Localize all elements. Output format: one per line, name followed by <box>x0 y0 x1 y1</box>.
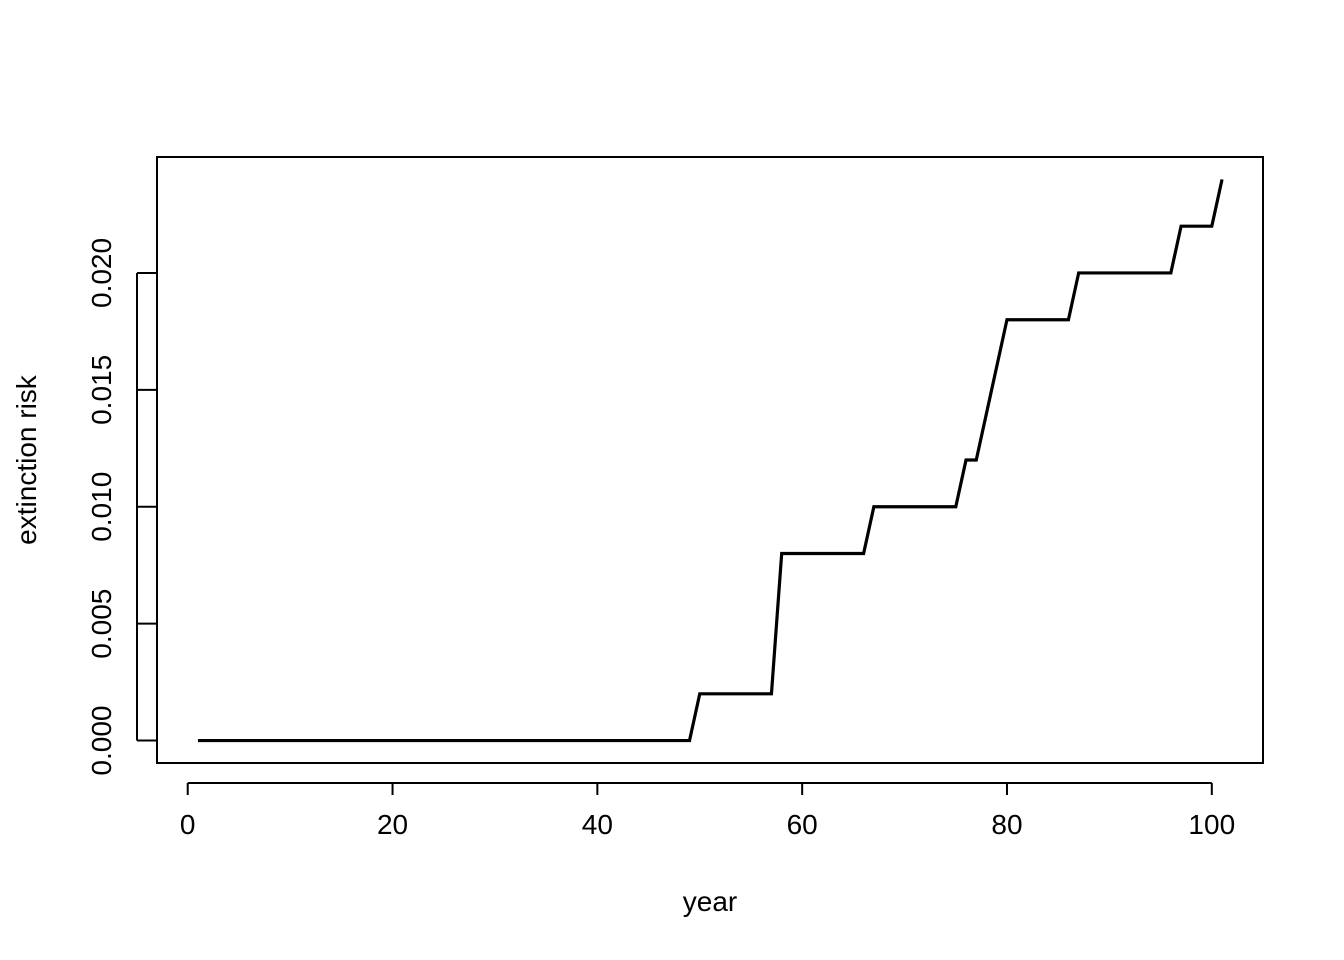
y-tick-label: 0.005 <box>86 589 117 659</box>
y-tick-label: 0.010 <box>86 472 117 542</box>
x-axis-title: year <box>683 886 737 917</box>
plot-area-frame <box>156 156 1264 764</box>
y-tick-label: 0.020 <box>86 238 117 308</box>
y-tick-label: 0.015 <box>86 355 117 425</box>
x-tick-label: 60 <box>787 809 818 840</box>
series-line <box>197 179 1224 743</box>
x-tick-label: 0 <box>180 809 196 840</box>
x-tick-label: 20 <box>377 809 408 840</box>
y-axis-title: extinction risk <box>11 374 42 545</box>
x-axis: 0 20 40 60 80 100 <box>180 782 1235 840</box>
y-tick-label: 0.000 <box>86 706 117 776</box>
x-tick-label: 100 <box>1188 809 1235 840</box>
y-axis: 0.000 0.005 0.010 0.015 0.020 <box>86 238 157 776</box>
x-tick-label: 40 <box>582 809 613 840</box>
x-tick-label: 80 <box>991 809 1022 840</box>
